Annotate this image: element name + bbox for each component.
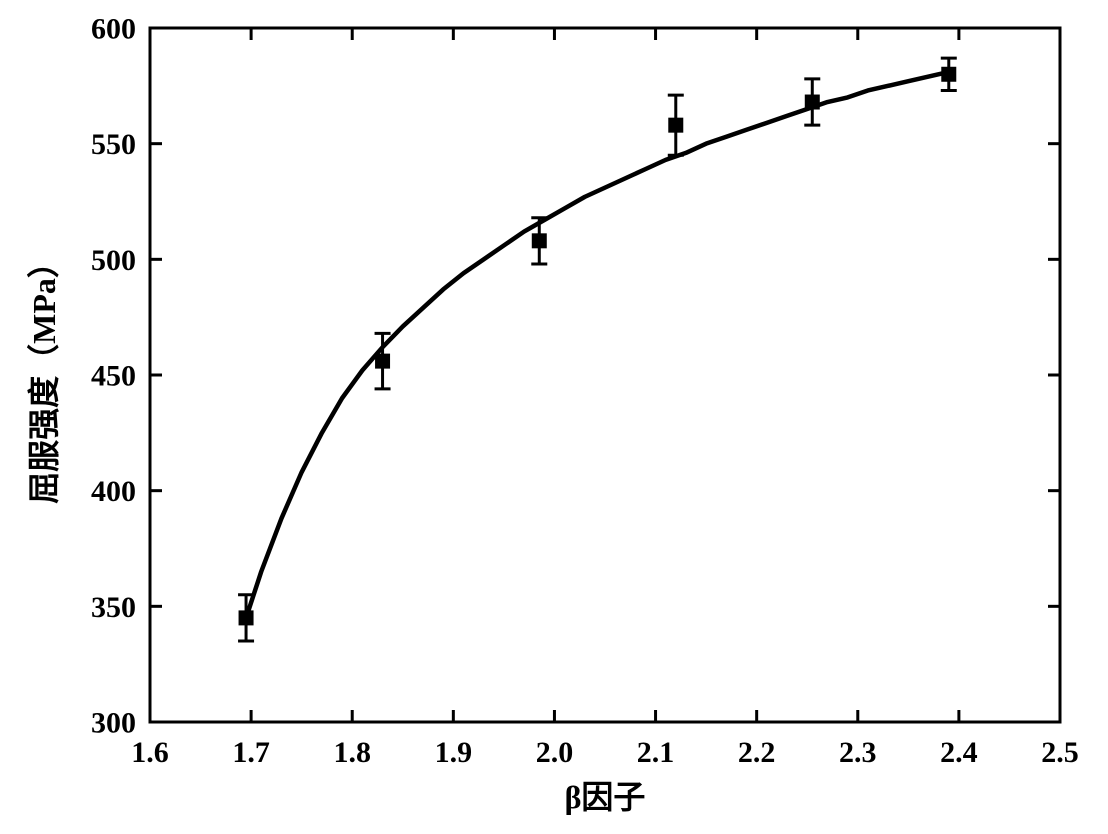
- chart-container: 1.6 1.7 1.8 1.9 2.0 2.1 2.2 2.3 2.4 2.5 300 350 400 4…: [0, 0, 1108, 834]
- x-tick-label: 2.5: [1041, 736, 1079, 769]
- data-point: [805, 95, 819, 109]
- x-tick-label: 2.0: [536, 736, 574, 769]
- x-tick-label: 2.4: [940, 736, 978, 769]
- x-tick-label: 2.2: [738, 736, 776, 769]
- y-tick-label: 500: [91, 244, 136, 277]
- x-tick-label: 1.8: [333, 736, 371, 769]
- y-tick-label: 600: [91, 13, 136, 46]
- y-tick-label: 400: [91, 475, 136, 508]
- chart-svg: 1.6 1.7 1.8 1.9 2.0 2.1 2.2 2.3 2.4 2.5 300 350 400 4…: [0, 0, 1108, 834]
- data-point: [239, 611, 253, 625]
- data-point: [669, 118, 683, 132]
- x-tick-label: 1.9: [435, 736, 473, 769]
- y-tick-label: 550: [91, 128, 136, 161]
- y-tick-label: 350: [91, 591, 136, 624]
- x-tick-label: 2.3: [839, 736, 877, 769]
- chart-background: [0, 0, 1108, 834]
- y-tick-label: 300: [91, 707, 136, 740]
- x-tick-label: 1.6: [131, 736, 169, 769]
- y-tick-label: 450: [91, 360, 136, 393]
- data-point: [532, 234, 546, 248]
- x-axis-label: β因子: [565, 779, 646, 815]
- data-point: [942, 67, 956, 81]
- x-tick-label: 2.1: [637, 736, 675, 769]
- data-point: [376, 354, 390, 368]
- x-tick-label: 1.7: [232, 736, 270, 769]
- y-axis-label: 屈服强度（MPa）: [26, 246, 62, 504]
